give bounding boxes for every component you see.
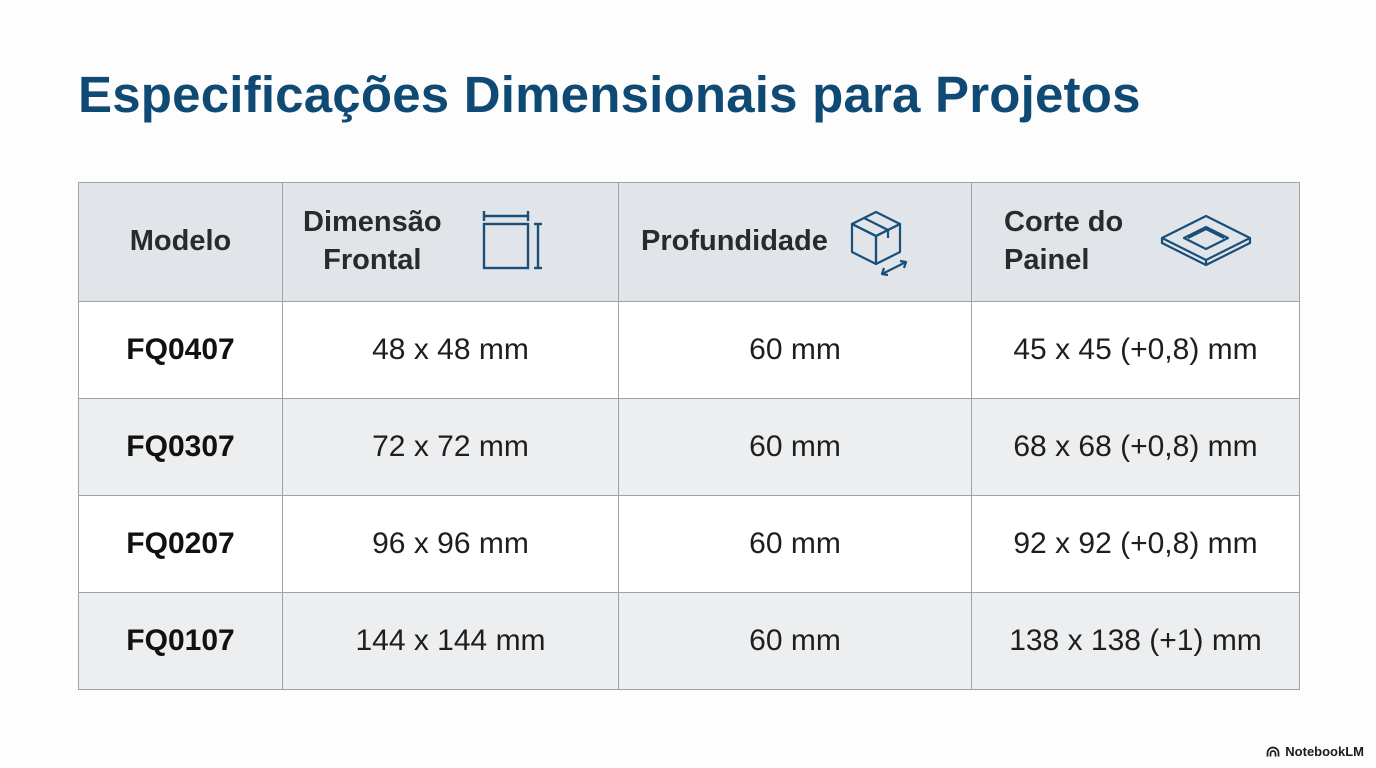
cell-model: FQ0407 [78, 301, 283, 399]
dimensions-table: Modelo Dimensão Frontal [78, 182, 1300, 690]
header-panel-cutout: Corte do Painel [971, 182, 1300, 302]
header-depth: Profundidade [618, 182, 972, 302]
cell-depth: 60 mm [618, 301, 972, 399]
header-model: Modelo [78, 182, 283, 302]
notebooklm-logo-icon [1266, 746, 1280, 757]
cell-panel-cutout: 138 x 138 (+1) mm [971, 592, 1300, 690]
branding-label: NotebookLM [1285, 744, 1364, 759]
table-row: FQ0307 72 x 72 mm 60 mm 68 x 68 (+0,8) m… [78, 398, 1300, 496]
cell-depth: 60 mm [618, 592, 972, 690]
cell-front-dimension: 48 x 48 mm [282, 301, 619, 399]
page-title: Especificações Dimensionais para Projeto… [78, 66, 1141, 123]
cell-front-dimension: 144 x 144 mm [282, 592, 619, 690]
cell-model: FQ0307 [78, 398, 283, 496]
cell-front-dimension: 96 x 96 mm [282, 495, 619, 593]
header-model-label: Modelo [129, 225, 232, 258]
cell-panel-cutout: 92 x 92 (+0,8) mm [971, 495, 1300, 593]
table-row: FQ0407 48 x 48 mm 60 mm 45 x 45 (+0,8) m… [78, 301, 1300, 399]
table-row: FQ0107 144 x 144 mm 60 mm 138 x 138 (+1)… [78, 592, 1300, 690]
cell-model: FQ0207 [78, 495, 283, 593]
header-depth-label: Profundidade [641, 225, 828, 258]
panel-cutout-icon [1159, 213, 1253, 271]
header-front-dimension: Dimensão Frontal [282, 182, 619, 302]
cell-panel-cutout: 68 x 68 (+0,8) mm [971, 398, 1300, 496]
cell-depth: 60 mm [618, 398, 972, 496]
cell-model: FQ0107 [78, 592, 283, 690]
cell-depth: 60 mm [618, 495, 972, 593]
header-panel-cutout-label: Corte do Painel [1004, 206, 1124, 276]
front-dimension-icon [480, 210, 544, 274]
cell-front-dimension: 72 x 72 mm [282, 398, 619, 496]
notebooklm-branding: NotebookLM [1266, 744, 1364, 759]
table-row: FQ0207 96 x 96 mm 60 mm 92 x 92 (+0,8) m… [78, 495, 1300, 593]
header-front-dimension-label: Dimensão Frontal [303, 206, 442, 276]
box-depth-icon [846, 206, 910, 278]
table-header-row: Modelo Dimensão Frontal [78, 182, 1300, 302]
cell-panel-cutout: 45 x 45 (+0,8) mm [971, 301, 1300, 399]
